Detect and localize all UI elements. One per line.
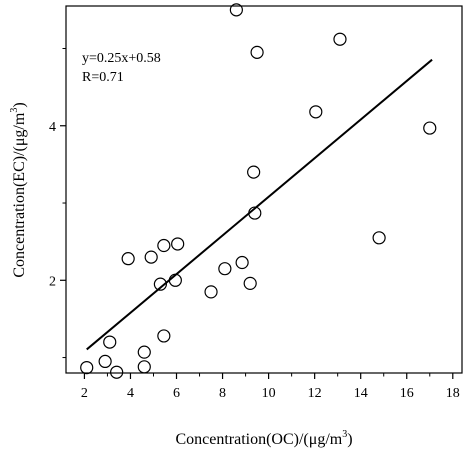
x-tick-label: 6 xyxy=(173,386,180,401)
x-tick-label: 16 xyxy=(400,386,414,401)
x-tick-label: 12 xyxy=(308,386,322,401)
data-point xyxy=(229,3,243,17)
data-point xyxy=(157,329,171,343)
data-point xyxy=(423,121,437,135)
r-annotation: R=0.71 xyxy=(82,70,124,85)
data-point xyxy=(80,360,94,375)
y-axis-ticks: 24 xyxy=(49,47,66,359)
x-tick-label: 14 xyxy=(354,386,368,401)
data-point xyxy=(372,231,386,245)
data-point xyxy=(110,365,124,379)
data-point xyxy=(235,255,249,270)
x-tick-label: 2 xyxy=(81,386,88,401)
data-point xyxy=(333,32,347,46)
y-tick-label: 2 xyxy=(49,274,56,289)
x-axis-label: Concentration(OC)/(μg/m3) xyxy=(175,429,352,448)
x-tick-label: 8 xyxy=(219,386,226,401)
x-axis-ticks: 2 4 6 8 10 12 14 16 18 xyxy=(81,373,460,401)
data-point xyxy=(153,277,167,291)
data-point xyxy=(243,276,257,290)
regression-line xyxy=(86,58,433,351)
data-point xyxy=(247,165,261,179)
data-point xyxy=(204,285,218,299)
equation-annotation: y=0.25x+0.58 xyxy=(82,51,161,66)
data-point xyxy=(121,252,135,266)
data-point xyxy=(168,273,182,287)
data-point xyxy=(171,237,185,251)
data-point xyxy=(309,105,323,119)
data-points xyxy=(80,3,437,379)
data-point xyxy=(144,250,158,264)
x-tick-label: 4 xyxy=(127,386,134,401)
y-axis-label: Concentration(EC)/(μg/m3) xyxy=(9,102,28,277)
data-point xyxy=(103,335,117,349)
data-point xyxy=(137,345,151,359)
data-point xyxy=(137,360,151,374)
x-tick-label: 18 xyxy=(446,386,460,401)
plot-frame xyxy=(65,5,463,374)
x-tick-label: 10 xyxy=(262,386,276,401)
y-tick-label: 4 xyxy=(49,120,56,135)
data-point xyxy=(98,354,112,369)
data-point xyxy=(248,206,262,220)
data-point xyxy=(218,262,232,276)
data-point xyxy=(250,45,264,59)
data-point xyxy=(157,238,171,253)
